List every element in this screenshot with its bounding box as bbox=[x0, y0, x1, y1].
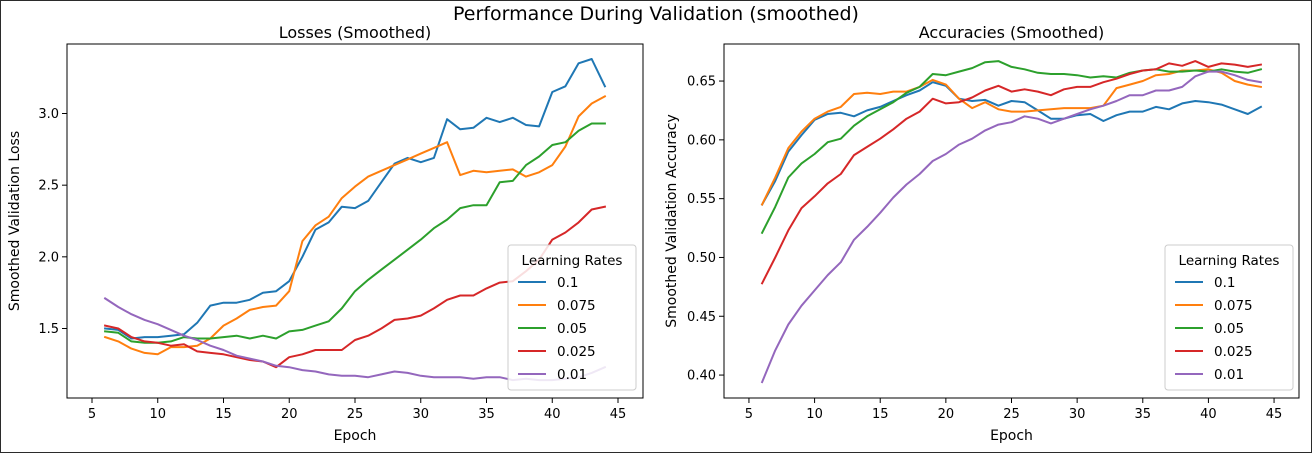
legend-label-0.01: 0.01 bbox=[557, 367, 587, 383]
x-tick-label: 30 bbox=[412, 407, 429, 422]
y-tick-label: 0.65 bbox=[687, 75, 716, 90]
series-line-0.025 bbox=[760, 60, 1263, 285]
x-tick-label: 20 bbox=[938, 407, 955, 422]
series-line-0.1 bbox=[760, 81, 1263, 206]
chart-accuracies: Accuracies (Smoothed) 5 10 15 20 25 30 35 40 45 0.… bbox=[664, 23, 1300, 444]
legend-label-0.1: 0.1 bbox=[557, 275, 578, 291]
y-tick-label: 0.50 bbox=[687, 251, 716, 266]
y-tick-label: 0.55 bbox=[687, 192, 716, 207]
legend-label-0.025: 0.025 bbox=[557, 344, 596, 360]
series-line-0.075 bbox=[760, 68, 1263, 206]
chart-title: Accuracies (Smoothed) bbox=[919, 23, 1105, 42]
y-tick-label: 0.45 bbox=[687, 310, 716, 325]
x-tick-label: 40 bbox=[1200, 407, 1217, 422]
x-tick-label: 40 bbox=[544, 407, 561, 422]
figure-title: Performance During Validation (smoothed) bbox=[453, 3, 859, 25]
legend: Learning Rates 0.1 0.075 0.05 0.025 0.01 bbox=[507, 244, 637, 391]
legend-title: Learning Rates bbox=[1179, 253, 1280, 269]
x-tick-label: 25 bbox=[347, 407, 364, 422]
legend-label-0.025: 0.025 bbox=[1214, 344, 1253, 360]
legend-label-0.01: 0.01 bbox=[1214, 367, 1244, 383]
x-tick-label: 5 bbox=[745, 407, 753, 422]
chart-title: Losses (Smoothed) bbox=[279, 23, 432, 42]
y-tick-label: 2.0 bbox=[38, 250, 59, 265]
x-axis-label: Epoch bbox=[334, 428, 377, 444]
x-tick-label: 20 bbox=[281, 407, 298, 422]
legend-label-0.075: 0.075 bbox=[557, 298, 596, 314]
series-line-0.1 bbox=[104, 58, 607, 340]
x-tick-label: 15 bbox=[215, 407, 232, 422]
y-tick-label: 3.0 bbox=[38, 107, 59, 122]
y-tick-label: 0.60 bbox=[687, 133, 716, 148]
y-tick-label: 2.5 bbox=[38, 179, 59, 194]
series-line-0.01 bbox=[760, 70, 1263, 384]
legend-title: Learning Rates bbox=[522, 253, 623, 269]
x-tick-label: 25 bbox=[1003, 407, 1020, 422]
y-tick-label: 1.5 bbox=[38, 322, 59, 337]
y-axis-label: Smoothed Validation Loss bbox=[7, 131, 23, 311]
x-tick-label: 35 bbox=[478, 407, 495, 422]
x-tick-label: 10 bbox=[806, 407, 823, 422]
legend: Learning Rates 0.1 0.075 0.05 0.025 0.01 bbox=[1164, 244, 1294, 391]
x-tick-label: 30 bbox=[1069, 407, 1086, 422]
y-axis-label: Smoothed Validation Accuracy bbox=[664, 114, 680, 327]
chart-losses: Losses (Smoothed) 5 10 15 20 25 30 35 40 45 1.5 2.0… bbox=[7, 23, 644, 444]
x-tick-label: 45 bbox=[610, 407, 627, 422]
legend-label-0.075: 0.075 bbox=[1214, 298, 1253, 314]
x-tick-label: 45 bbox=[1266, 407, 1283, 422]
x-tick-label: 15 bbox=[872, 407, 889, 422]
legend-label-0.05: 0.05 bbox=[1214, 321, 1244, 337]
legend-label-0.1: 0.1 bbox=[1214, 275, 1235, 291]
x-tick-label: 35 bbox=[1135, 407, 1152, 422]
series-line-0.05 bbox=[760, 60, 1263, 235]
x-tick-label: 5 bbox=[88, 407, 96, 422]
x-axis-label: Epoch bbox=[990, 428, 1033, 444]
x-tick-label: 10 bbox=[149, 407, 166, 422]
y-tick-label: 0.40 bbox=[687, 369, 716, 384]
legend-label-0.05: 0.05 bbox=[557, 321, 587, 337]
